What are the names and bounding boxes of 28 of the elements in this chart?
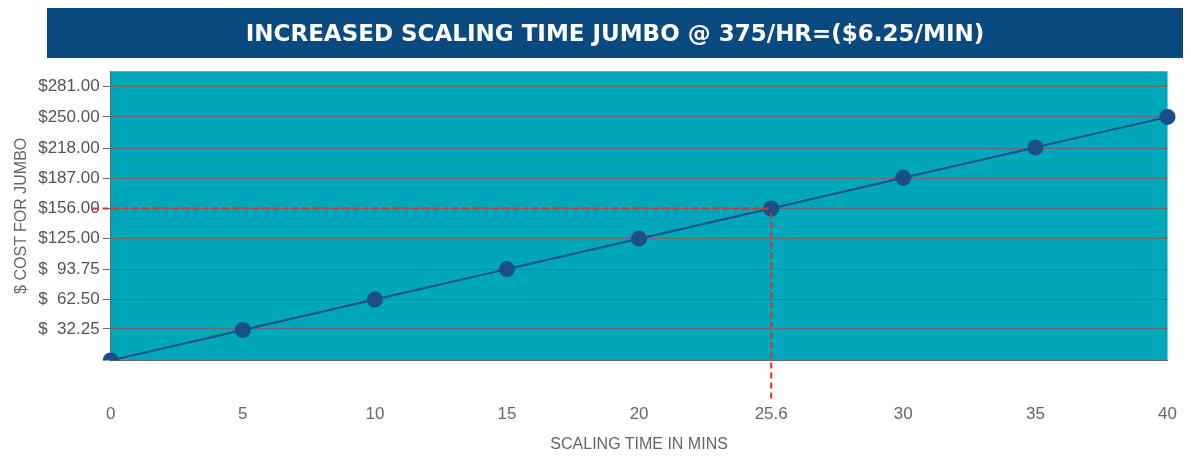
point <box>498 261 515 278</box>
y-tick-label: $ 93.75 <box>38 258 100 278</box>
y-tick-label: $ 62.50 <box>38 289 100 309</box>
point <box>366 291 383 308</box>
y-tick-label: $ 32.25 <box>38 318 100 338</box>
point <box>631 230 648 247</box>
x-tick-label: 15 <box>497 404 517 424</box>
point <box>895 169 912 186</box>
x-tick-label: 10 <box>365 404 385 424</box>
point <box>1027 139 1044 156</box>
x-tick-label: 40 <box>1158 404 1178 424</box>
x-tick-label: 25.6 <box>754 404 788 424</box>
x-tick-label: 5 <box>238 404 248 424</box>
chart-title: INCREASED SCALING TIME JUMBO @ 375/HR=($6.25/MIN) <box>47 8 1183 58</box>
x-tick-label: 35 <box>1025 404 1045 424</box>
y-tick-label: $187.00 <box>38 168 100 187</box>
point <box>1159 108 1176 125</box>
y-tick-label: $250.00 <box>38 106 100 126</box>
x-tick-label: 20 <box>629 404 649 424</box>
y-tick-label: $218.00 <box>38 137 100 157</box>
y-tick-label: $125.00 <box>38 228 100 248</box>
point <box>234 321 251 338</box>
y-tick-label: $156.00 <box>38 198 100 218</box>
x-axis-title: SCALING TIME IN MINS <box>550 434 728 452</box>
x-tick-label: 30 <box>893 404 913 424</box>
x-tick-label: 0 <box>105 404 116 424</box>
y-axis-title: $ COST FOR JUMBO <box>12 137 30 294</box>
y-tick-label: $281.00 <box>38 76 100 96</box>
